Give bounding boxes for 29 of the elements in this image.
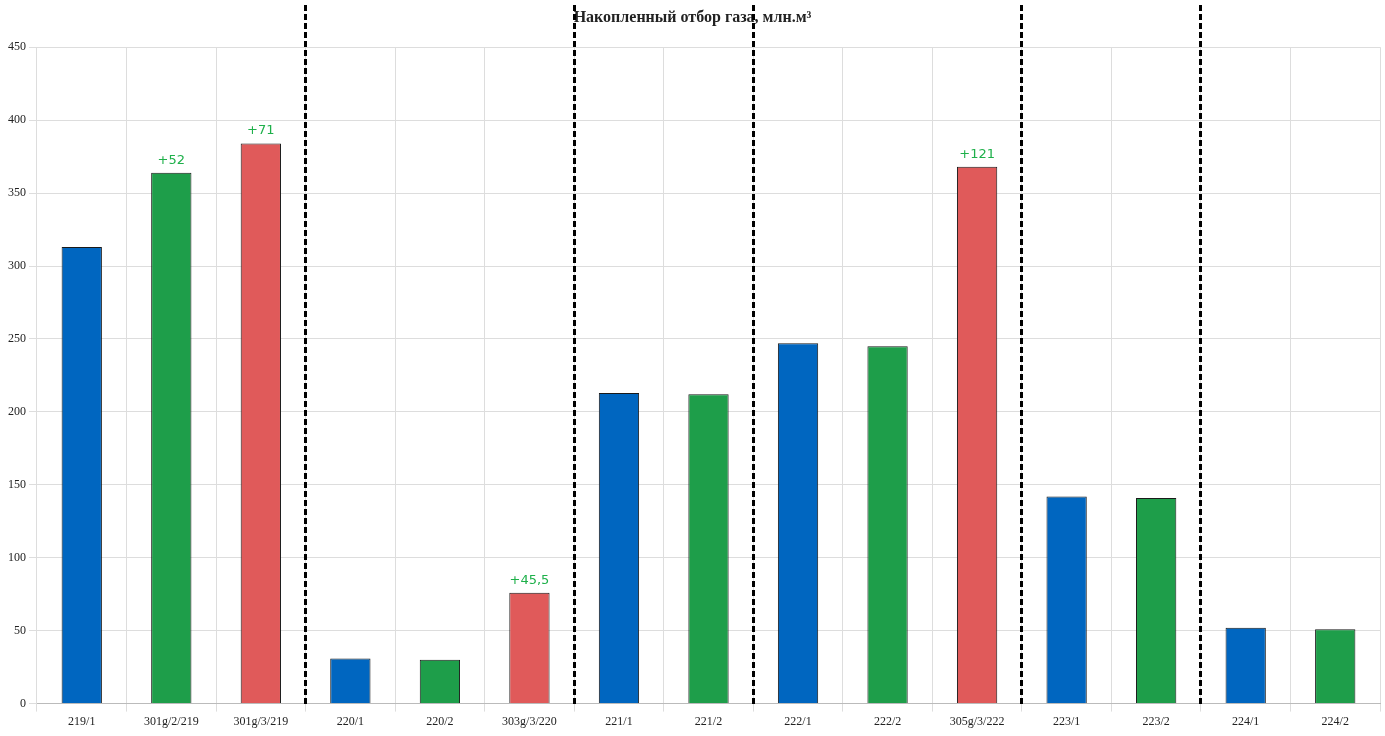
y-tick-label: 100: [8, 549, 26, 564]
annotation: +52: [157, 151, 186, 167]
y-tick-label: 0: [20, 695, 26, 710]
y-tick-label: 50: [14, 622, 26, 637]
x-tick-label: 222/2: [873, 713, 902, 728]
y-tick-label: 150: [8, 476, 26, 491]
y-tick-label: 350: [8, 185, 26, 200]
x-tick-label: 223/1: [1052, 713, 1081, 728]
x-tick-label: 305g/3/222: [949, 713, 1005, 728]
y-tick-label: 200: [8, 404, 26, 419]
x-tick-label: 219/1: [68, 713, 96, 728]
y-tick-label: 300: [8, 258, 26, 273]
y-tick-label: 250: [8, 331, 26, 346]
annotation: +121: [959, 145, 995, 161]
x-tick-label: 301g/3/219: [233, 713, 289, 728]
x-tick-label: 221/2: [694, 713, 723, 728]
x-tick-label: 303g/3/220: [502, 713, 557, 728]
annotation: +71: [247, 122, 275, 138]
x-tick-label: 224/1: [1232, 713, 1260, 728]
x-tick-label: 223/2: [1142, 713, 1170, 728]
annotation: +45,5: [509, 571, 550, 587]
y-tick-label: 400: [8, 112, 26, 127]
x-tick-label: 220/1: [336, 713, 365, 728]
y-tick-label: 450: [8, 39, 26, 54]
x-tick-label: 301g/2/219: [143, 713, 199, 728]
x-tick-label: 222/1: [784, 713, 812, 728]
x-tick-label: 224/2: [1321, 713, 1349, 728]
x-tick-label: 220/2: [426, 713, 454, 728]
x-tick-label: 221/1: [605, 713, 633, 728]
